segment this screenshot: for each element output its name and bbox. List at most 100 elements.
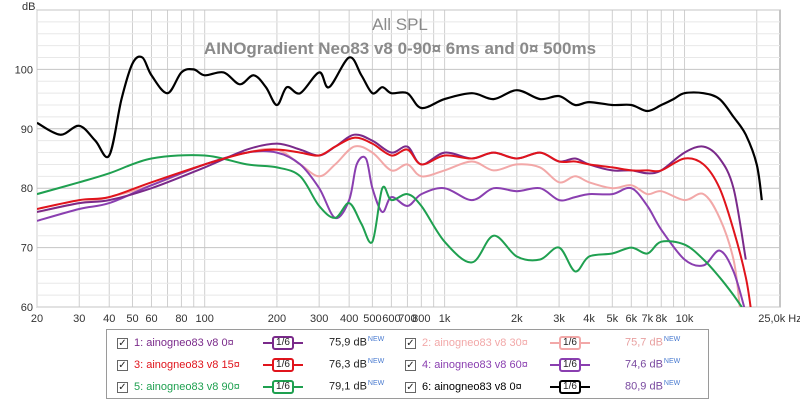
y-axis-unit-label: dB xyxy=(22,1,35,13)
legend-new-tag: NEW xyxy=(367,380,385,387)
legend-item[interactable]: ✓ 5: ainogneo83 v8 90¤ xyxy=(117,378,240,396)
legend-value: 75,9 dBNEW xyxy=(329,336,384,349)
series-line-3 xyxy=(37,136,752,307)
smoothing-button[interactable]: 1/6 xyxy=(263,336,303,350)
x-tick-label: 2k xyxy=(511,313,523,325)
legend-item[interactable]: ✓ 1: ainogneo83 v8 0¤ xyxy=(117,334,234,352)
legend-value-text: 80,9 dB xyxy=(625,380,663,393)
x-tick-label: 400 xyxy=(340,313,358,325)
legend-new-tag: NEW xyxy=(663,380,681,387)
x-tick-label: 80 xyxy=(175,313,187,325)
x-tick-label: 50 xyxy=(126,313,138,325)
line-swatch xyxy=(263,364,272,366)
legend-new-tag: NEW xyxy=(663,358,681,365)
series-line-5 xyxy=(37,154,743,307)
smoothing-button[interactable]: 1/6 xyxy=(263,380,303,394)
smoothing-button[interactable]: 1/6 xyxy=(263,358,303,372)
legend-checkbox[interactable]: ✓ xyxy=(405,359,416,371)
legend-value: 76,3 dBNEW xyxy=(329,358,384,371)
legend-value: 74,6 dBNEW xyxy=(625,358,680,371)
legend-label: 1: ainogneo83 v8 0¤ xyxy=(134,337,234,349)
x-tick-label: 100 xyxy=(196,313,214,325)
legend-panel: ✓ 1: ainogneo83 v8 0¤ 1/6 75,9 dBNEW ✓ 2: ain… xyxy=(106,329,709,399)
line-swatch xyxy=(550,342,559,344)
smoothing-label: 1/6 xyxy=(272,380,294,394)
line-swatch xyxy=(550,386,559,388)
y-tick-label: 70 xyxy=(21,243,33,255)
legend-label: 4: ainogneo83 v8 60¤ xyxy=(422,359,528,371)
line-swatch xyxy=(581,342,590,344)
x-tick-label: 40 xyxy=(103,313,115,325)
smoothing-button[interactable]: 1/6 xyxy=(550,358,590,372)
smoothing-label: 1/6 xyxy=(272,358,294,372)
x-tick-label: 600 xyxy=(382,313,400,325)
x-tick-label: 60 xyxy=(145,313,157,325)
x-tick-label: 5k xyxy=(606,313,618,325)
series-group xyxy=(37,55,763,307)
legend-label: 2: ainogneo83 v8 30¤ xyxy=(422,337,528,349)
chart-subtitle: AINOgradient Neo83 v8 0-90¤ 6ms and 0¤ 5… xyxy=(204,39,596,58)
legend-item[interactable]: ✓ 6: ainogneo83 v8 0¤ xyxy=(405,378,522,396)
x-tick-label: 7k xyxy=(642,313,654,325)
legend-value: 79,1 dBNEW xyxy=(329,380,384,393)
x-tick-label: 25,0k Hz xyxy=(758,313,800,325)
legend-checkbox[interactable]: ✓ xyxy=(117,359,128,371)
legend-label: 5: ainogneo83 v8 90¤ xyxy=(134,381,240,393)
series-line-4 xyxy=(37,150,746,307)
x-tick-label: 6k xyxy=(625,313,637,325)
y-tick-label: 60 xyxy=(21,302,33,314)
x-tick-label: 8k xyxy=(655,313,667,325)
legend-value-text: 79,1 dB xyxy=(329,380,367,393)
smoothing-button[interactable]: 1/6 xyxy=(550,336,590,350)
line-swatch xyxy=(581,364,590,366)
x-tick-label: 300 xyxy=(310,313,328,325)
x-tick-label: 3k xyxy=(553,313,565,325)
x-tick-label: 500 xyxy=(363,313,381,325)
legend-value-text: 76,3 dB xyxy=(329,358,367,371)
smoothing-label: 1/6 xyxy=(559,380,581,394)
line-swatch xyxy=(581,386,590,388)
x-tick-label: 30 xyxy=(73,313,85,325)
smoothing-label: 1/6 xyxy=(559,358,581,372)
x-tick-label: 200 xyxy=(268,313,286,325)
legend-new-tag: NEW xyxy=(367,336,385,343)
legend-label: 6: ainogneo83 v8 0¤ xyxy=(422,381,522,393)
legend-label: 3: ainogneo83 v8 15¤ xyxy=(134,359,240,371)
legend-item[interactable]: ✓ 2: ainogneo83 v8 30¤ xyxy=(405,334,528,352)
x-tick-label: 20 xyxy=(31,313,43,325)
legend-value: 75,7 dBNEW xyxy=(625,336,680,349)
legend-checkbox[interactable]: ✓ xyxy=(117,381,128,393)
chart-title: All SPL xyxy=(372,15,428,34)
y-tick-label: 90 xyxy=(21,124,33,136)
line-swatch xyxy=(263,342,272,344)
plot-area xyxy=(36,9,781,308)
y-tick-label: 80 xyxy=(21,183,33,195)
series-line-6 xyxy=(37,55,763,201)
legend-new-tag: NEW xyxy=(367,358,385,365)
smoothing-label: 1/6 xyxy=(559,336,581,350)
line-swatch xyxy=(550,364,559,366)
line-swatch xyxy=(294,386,303,388)
x-tick-label: 1k xyxy=(439,313,451,325)
smoothing-label: 1/6 xyxy=(272,336,294,350)
legend-item[interactable]: ✓ 4: ainogneo83 v8 60¤ xyxy=(405,356,528,374)
legend-checkbox[interactable]: ✓ xyxy=(405,381,416,393)
x-tick-label: 10k xyxy=(676,313,694,325)
x-tick-label: 700 xyxy=(398,313,416,325)
legend-value-text: 74,6 dB xyxy=(625,358,663,371)
line-swatch xyxy=(294,342,303,344)
legend-value-text: 75,7 dB xyxy=(625,336,663,349)
legend-new-tag: NEW xyxy=(663,336,681,343)
legend-value-text: 75,9 dB xyxy=(329,336,367,349)
smoothing-button[interactable]: 1/6 xyxy=(550,380,590,394)
x-tick-label: 4k xyxy=(583,313,595,325)
legend-value: 80,9 dBNEW xyxy=(625,380,680,393)
legend-item[interactable]: ✓ 3: ainogneo83 v8 15¤ xyxy=(117,356,240,374)
legend-checkbox[interactable]: ✓ xyxy=(405,337,416,349)
legend-checkbox[interactable]: ✓ xyxy=(117,337,128,349)
y-tick-label: 100 xyxy=(15,64,33,76)
line-swatch xyxy=(294,364,303,366)
line-swatch xyxy=(263,386,272,388)
